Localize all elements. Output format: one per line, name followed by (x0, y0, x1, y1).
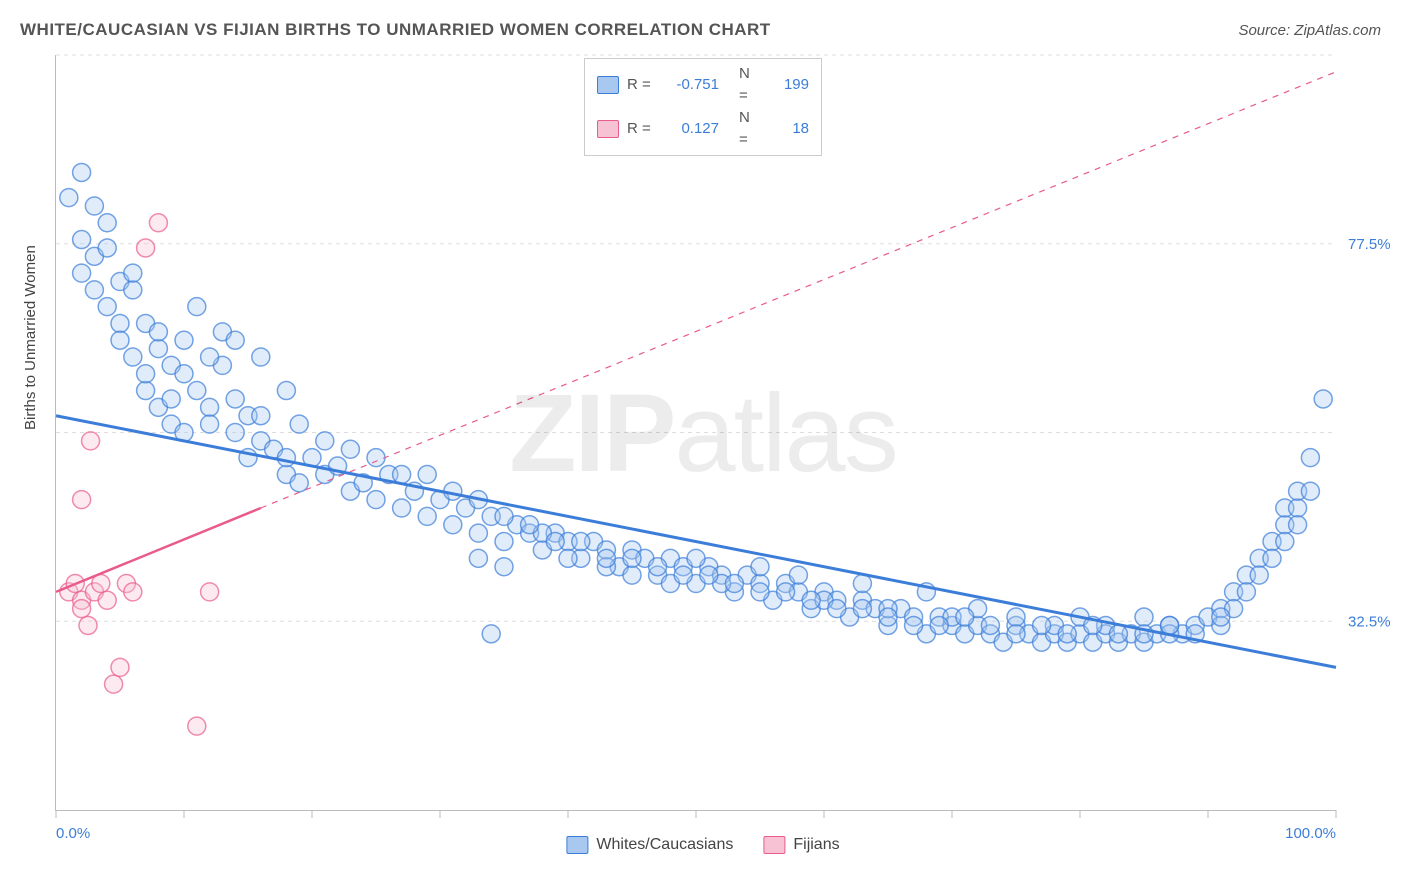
n-value-a: 199 (769, 74, 809, 96)
swatch-series-b (597, 120, 619, 138)
legend-row-series-b: R = 0.127 N = 18 (597, 107, 809, 151)
legend-item-a: Whites/Caucasians (566, 836, 733, 854)
svg-text:0.0%: 0.0% (56, 825, 90, 842)
y-axis-title: Births to Unmarried Women (22, 245, 39, 430)
swatch-series-a (597, 76, 619, 94)
legend-label-a: Whites/Caucasians (596, 836, 733, 854)
swatch-bottom-a (566, 836, 588, 854)
r-label: R = (627, 118, 651, 140)
correlation-legend: R = -0.751 N = 199 R = 0.127 N = 18 (584, 58, 822, 156)
swatch-bottom-b (763, 836, 785, 854)
legend-label-b: Fijians (793, 836, 839, 854)
source-attribution: Source: ZipAtlas.com (1238, 22, 1381, 39)
svg-text:100.0%: 100.0% (1285, 825, 1336, 842)
legend-item-b: Fijians (763, 836, 839, 854)
r-value-a: -0.751 (659, 74, 719, 96)
n-value-b: 18 (769, 118, 809, 140)
n-label: N = (739, 63, 761, 107)
svg-text:32.5%: 32.5% (1348, 613, 1391, 630)
chart-title: WHITE/CAUCASIAN VS FIJIAN BIRTHS TO UNMA… (20, 20, 771, 40)
series-legend: Whites/Caucasians Fijians (566, 836, 839, 854)
r-value-b: 0.127 (659, 118, 719, 140)
chart-plot-area: 32.5%77.5%0.0%100.0% (55, 55, 1336, 811)
legend-row-series-a: R = -0.751 N = 199 (597, 63, 809, 107)
n-label: N = (739, 107, 761, 151)
svg-text:77.5%: 77.5% (1348, 236, 1391, 253)
scatter-svg: 32.5%77.5%0.0%100.0% (56, 55, 1336, 810)
r-label: R = (627, 74, 651, 96)
